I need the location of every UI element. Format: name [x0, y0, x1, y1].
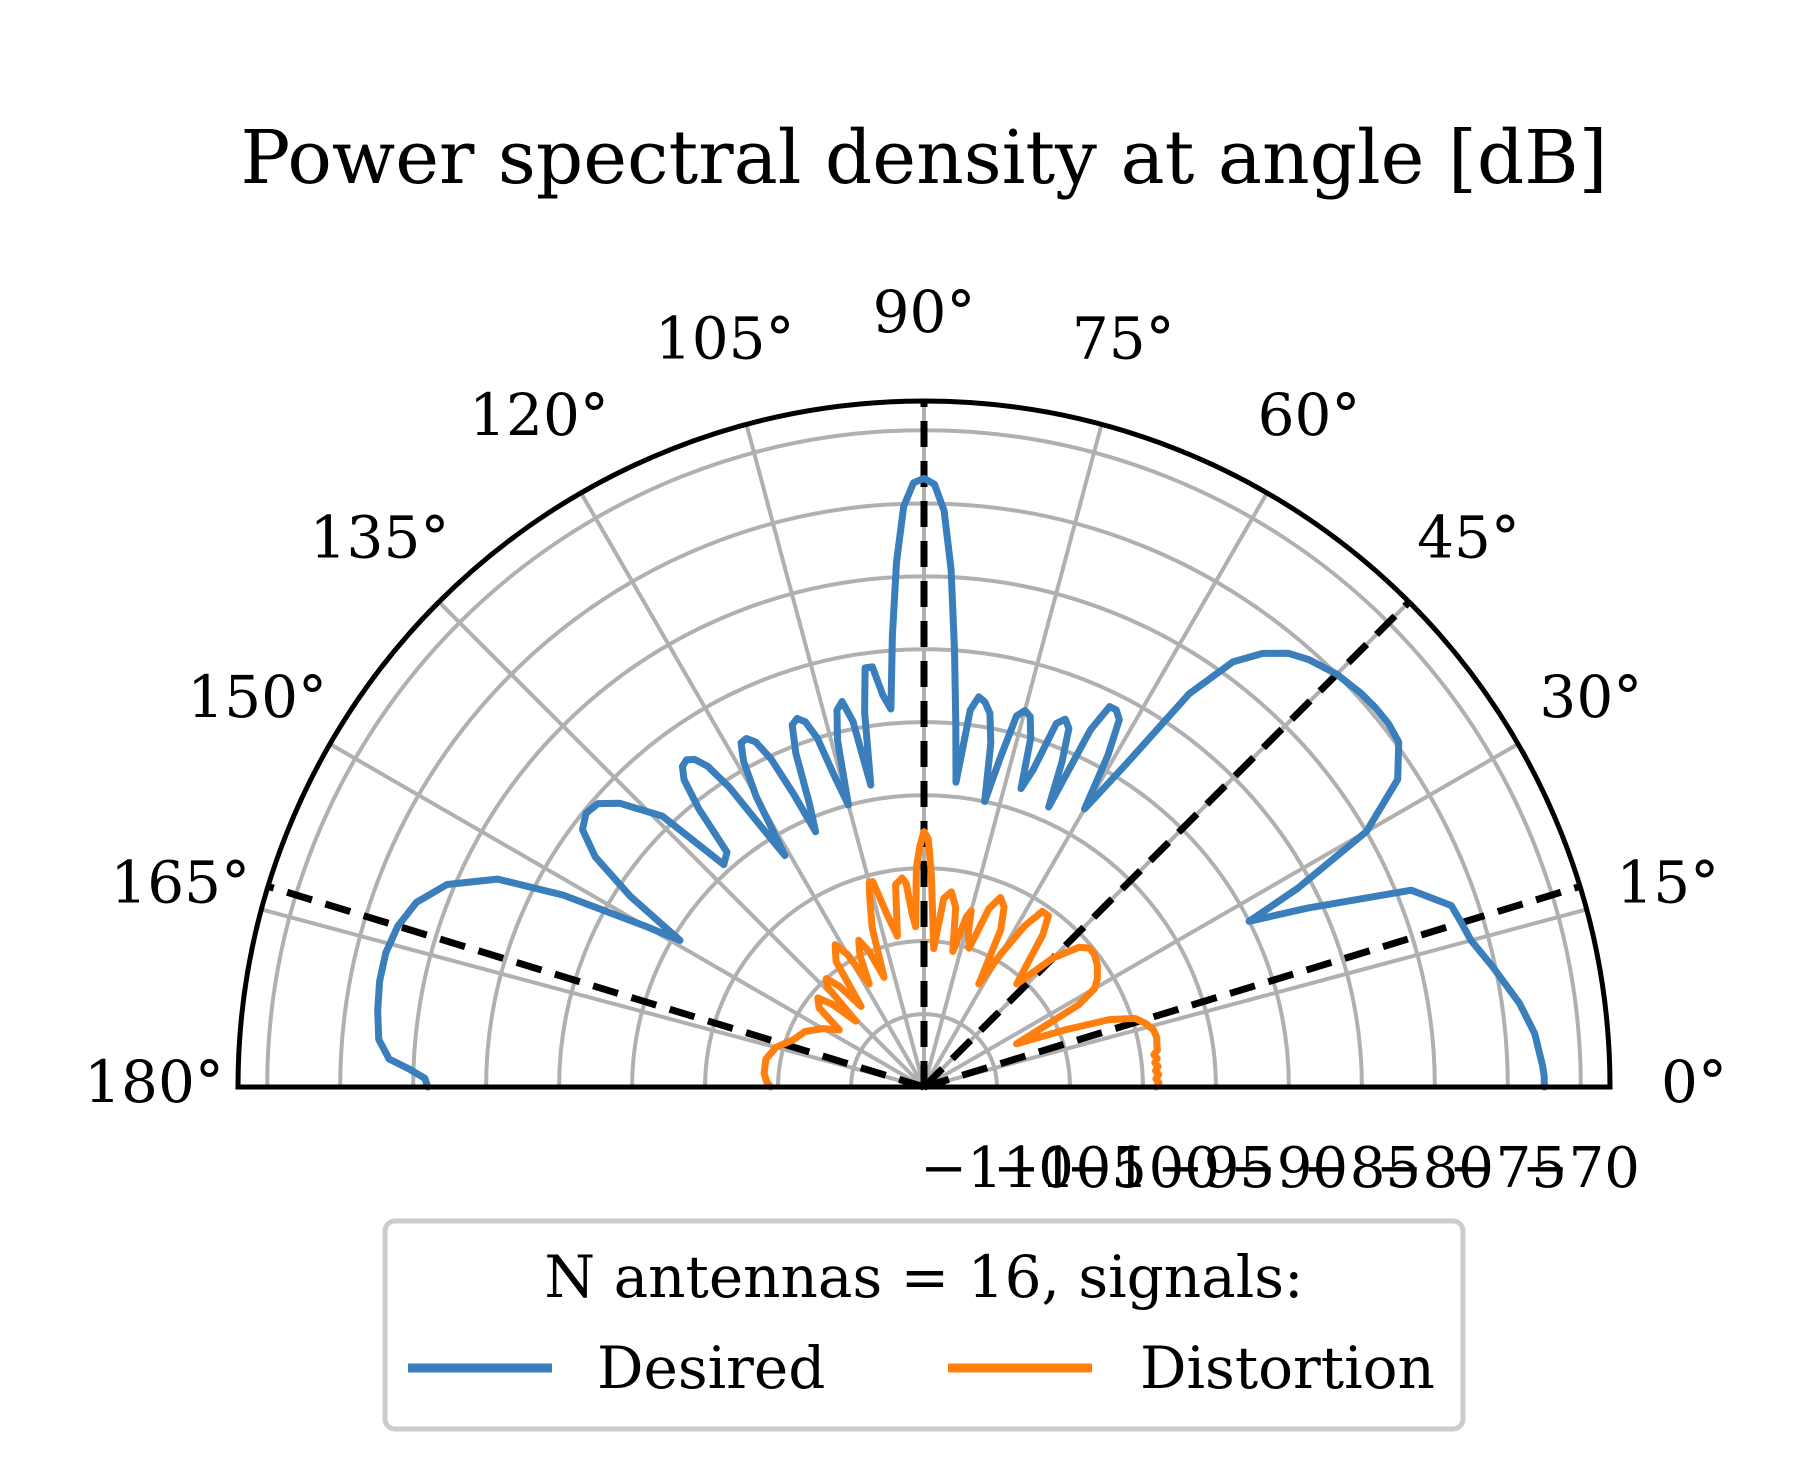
- theta-tick-label: 15°: [1616, 849, 1719, 917]
- theta-tick-label: 165°: [110, 849, 250, 917]
- signal-direction-line: [266, 883, 926, 1091]
- chart-title: Power spectral density at angle [dB]: [241, 115, 1608, 201]
- theta-tick-label: 150°: [187, 663, 327, 731]
- signal-direction-line: [922, 883, 1582, 1091]
- theta-grid-line: [923, 907, 1588, 1089]
- polar-frame: [235, 398, 1613, 1090]
- r-tick-label: −85: [1303, 1136, 1421, 1201]
- r-tick-label: −95: [1157, 1136, 1275, 1201]
- r-tick-label: −100: [1066, 1136, 1220, 1201]
- theta-tick-labels: 0° 15° 30° 45° 60° 75° 90° 105° 120° 135° 150° 165°…: [84, 278, 1727, 1116]
- theta-tick-label: 60°: [1258, 381, 1361, 449]
- legend-label-desired: Desired: [597, 1334, 825, 1402]
- r-tick-label: −70: [1522, 1136, 1640, 1201]
- theta-grid-line: [922, 423, 1104, 1088]
- series-line-desired: [374, 474, 1548, 1091]
- legend: N antennas = 16, signals: Desired Distor…: [382, 1218, 1466, 1432]
- r-tick-labels: −110−105−100−95−90−85−80−75−70: [920, 1136, 1640, 1201]
- polar-frame-outline: [235, 398, 1613, 1090]
- theta-tick-label: 120°: [469, 381, 609, 449]
- theta-tick-label: 75°: [1072, 304, 1175, 372]
- theta-tick-label: 105°: [655, 304, 795, 372]
- signal-direction-lines: [266, 401, 1582, 1091]
- series-line-distortion: [760, 828, 1163, 1091]
- legend-label-distortion: Distortion: [1140, 1334, 1435, 1402]
- legend-title: N antennas = 16, signals:: [544, 1243, 1303, 1311]
- signal-direction-line: [921, 599, 1412, 1090]
- theta-tick-label: 0°: [1661, 1048, 1727, 1116]
- legend-box: [382, 1218, 1466, 1432]
- theta-tick-label: 180°: [84, 1048, 224, 1116]
- theta-grid-line: [744, 423, 926, 1088]
- theta-tick-label: 30°: [1539, 663, 1642, 731]
- theta-tick-label: 135°: [310, 504, 450, 572]
- theta-grid-line: [922, 742, 1520, 1089]
- theta-tick-label: 45°: [1417, 504, 1520, 572]
- r-tick-label: −110: [920, 1136, 1074, 1201]
- theta-grid-line: [260, 907, 925, 1089]
- r-tick-label: −80: [1376, 1136, 1494, 1201]
- theta-tick-label: 90°: [873, 278, 976, 346]
- r-tick-label: −90: [1230, 1136, 1348, 1201]
- r-tick-label: −75: [1449, 1136, 1567, 1201]
- r-tick-label: −105: [993, 1136, 1147, 1201]
- series-layer: [374, 474, 1548, 1091]
